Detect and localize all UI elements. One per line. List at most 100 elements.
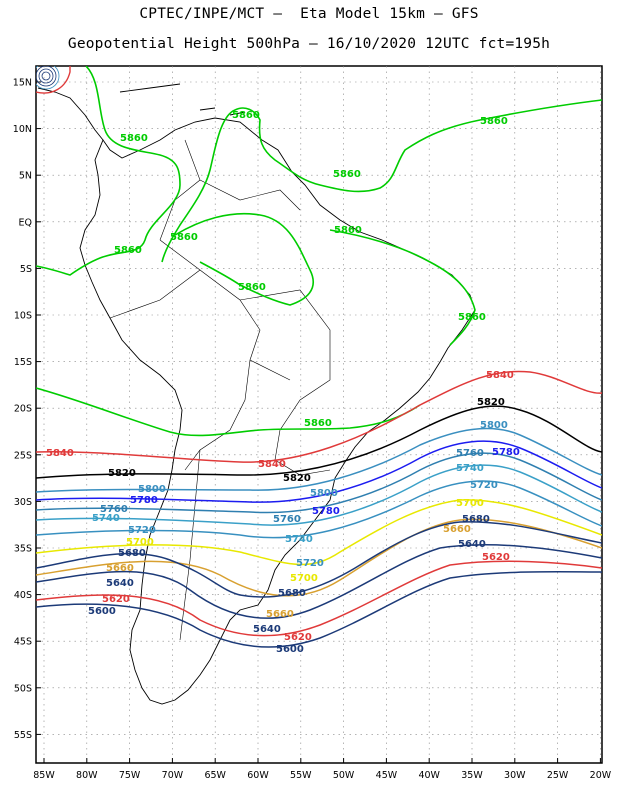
- label-5700: 5700: [126, 537, 154, 548]
- label-5700: 5700: [456, 498, 484, 509]
- label-5780: 5780: [492, 447, 520, 458]
- label-5860: 5860: [114, 245, 142, 256]
- latitude-label: 10S: [14, 311, 32, 322]
- label-5800: 5800: [138, 484, 166, 495]
- latitude-label: EQ: [19, 217, 32, 228]
- contour-5860-group: [36, 66, 602, 437]
- contour-5800-line: [36, 427, 602, 493]
- label-5860: 5860: [334, 225, 362, 236]
- label-5800: 5800: [310, 488, 338, 499]
- label-5720: 5720: [296, 558, 324, 569]
- label-5820: 5820: [108, 468, 136, 479]
- label-5840: 5840: [258, 459, 286, 470]
- label-5860: 5860: [232, 110, 260, 121]
- latitude-label: 15S: [14, 357, 32, 368]
- longitude-label: 75W: [119, 770, 141, 781]
- label-5860: 5860: [120, 133, 148, 144]
- contour-5620-line: [36, 560, 602, 637]
- contour-5680-line: [36, 518, 602, 597]
- contour-5840-line: [36, 370, 602, 463]
- latitude-label: 50S: [14, 683, 32, 694]
- label-5780: 5780: [130, 495, 158, 506]
- longitude-label: 80W: [76, 770, 98, 781]
- label-5620: 5620: [284, 632, 312, 643]
- label-5740: 5740: [285, 534, 313, 545]
- label-5640: 5640: [458, 539, 486, 550]
- label-5700: 5700: [290, 573, 318, 584]
- map-frame: [35, 65, 603, 764]
- label-5760: 5760: [456, 448, 484, 459]
- contour-5760-line: [36, 452, 602, 514]
- contour-labels: 5860 5860 5860 5860 5860 5860 5860 5860 …: [46, 110, 520, 655]
- label-5660: 5660: [106, 563, 134, 574]
- label-5680: 5680: [278, 588, 306, 599]
- latitude-label: 15N: [13, 78, 32, 89]
- contour-5840-north: [36, 66, 71, 94]
- label-5760: 5760: [100, 504, 128, 515]
- longitude-label: 55W: [290, 770, 312, 781]
- label-5680: 5680: [462, 514, 490, 525]
- latitude-label: 25S: [14, 450, 32, 461]
- label-5760: 5760: [273, 514, 301, 525]
- label-5680: 5680: [118, 548, 146, 559]
- longitude-label: 60W: [247, 770, 269, 781]
- contour-5860-north: [36, 66, 181, 276]
- contour-5640-line: [36, 544, 602, 619]
- chart-title-line1: CPTEC/INPE/MCT – Eta Model 15km – GFS: [139, 6, 479, 22]
- label-5740: 5740: [456, 463, 484, 474]
- country-borders: [109, 139, 331, 641]
- longitude-label: 45W: [376, 770, 398, 781]
- latitude-label: 5N: [19, 171, 32, 182]
- label-5860: 5860: [304, 418, 332, 429]
- contour-5860-south: [36, 387, 421, 437]
- label-5740: 5740: [92, 513, 120, 524]
- longitude-label: 65W: [204, 770, 226, 781]
- contour-5860-atlantic: [161, 99, 602, 263]
- label-5860: 5860: [480, 116, 508, 127]
- latitude-label: 45S: [14, 637, 32, 648]
- longitude-label: 50W: [333, 770, 355, 781]
- label-5620: 5620: [102, 594, 130, 605]
- label-5660: 5660: [266, 609, 294, 620]
- label-5660: 5660: [443, 524, 471, 535]
- contour-5780-line: [36, 440, 602, 503]
- contour-5740-line: [36, 464, 602, 526]
- graticule: [36, 66, 602, 763]
- label-5620: 5620: [482, 552, 510, 563]
- longitude-label: 40W: [418, 770, 440, 781]
- label-5640: 5640: [253, 624, 281, 635]
- label-5600: 5600: [88, 606, 116, 617]
- longitude-label: 30W: [504, 770, 526, 781]
- contour-5820-line: [36, 405, 602, 479]
- longitude-label: 20W: [590, 770, 612, 781]
- low-pressure-center: [36, 66, 60, 90]
- axis-ticks: [36, 81, 601, 763]
- latitude-label: 20S: [14, 404, 32, 415]
- longitude-label: 35W: [461, 770, 483, 781]
- chart-title-line2: Geopotential Height 500hPa – 16/10/2020 …: [67, 36, 551, 52]
- label-5840: 5840: [486, 370, 514, 381]
- label-5720: 5720: [128, 525, 156, 536]
- label-5860: 5860: [170, 232, 198, 243]
- zonal-contours: [36, 370, 602, 648]
- label-5800: 5800: [480, 420, 508, 431]
- contour-5860-northeast: [329, 229, 476, 346]
- label-5860: 5860: [238, 282, 266, 293]
- longitude-label: 25W: [547, 770, 569, 781]
- contour-5700-line: [36, 499, 602, 566]
- longitude-labels: 85W 80W 75W 70W 65W 60W 55W 50W 45W 40W 35W 30W 25W 2…: [33, 770, 611, 781]
- latitude-label: 40S: [14, 590, 32, 601]
- label-5820: 5820: [283, 473, 311, 484]
- label-5780: 5780: [312, 506, 340, 517]
- label-5860: 5860: [333, 169, 361, 180]
- latitude-label: 30S: [14, 497, 32, 508]
- latitude-label: 5S: [20, 264, 32, 275]
- contour-5660-line: [36, 521, 602, 598]
- longitude-label: 85W: [33, 770, 55, 781]
- label-5860: 5860: [458, 312, 486, 323]
- label-5640: 5640: [106, 578, 134, 589]
- label-5720: 5720: [470, 480, 498, 491]
- label-5600: 5600: [276, 644, 304, 655]
- latitude-labels: 15N 10N 5N EQ 5S 10S 15S 20S 25S 30S 35S 40S 45S 50S 5…: [13, 78, 32, 741]
